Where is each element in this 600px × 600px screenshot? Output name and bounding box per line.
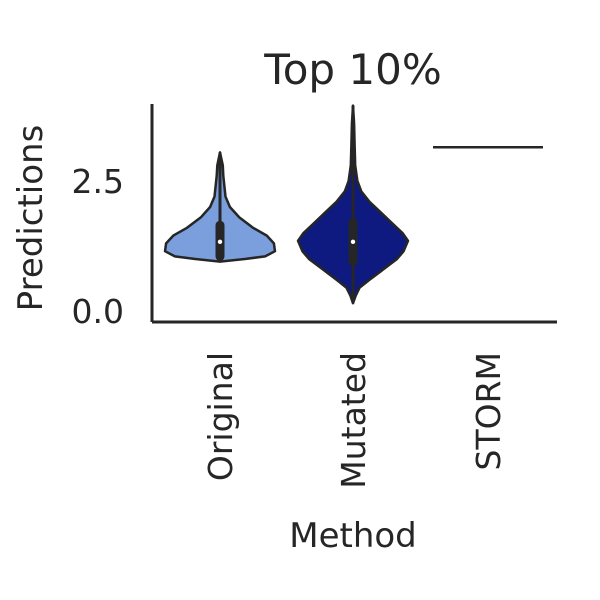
x-ticks: Original Mutated STORM (201, 352, 508, 489)
y-ticks: 0.0 2.5 (72, 162, 124, 331)
y-tick-label: 0.0 (72, 292, 124, 331)
plot-area (163, 104, 543, 305)
x-tick-label: Mutated (334, 352, 373, 489)
chart-title: Top 10% (263, 45, 442, 94)
x-axis-label: Method (289, 516, 417, 556)
violin-original-median (217, 239, 223, 245)
x-tick-label: Original (201, 352, 240, 481)
y-axis-label: Predictions (11, 125, 51, 312)
x-tick-label: STORM (469, 352, 508, 470)
y-tick-label: 2.5 (72, 162, 124, 201)
violin-mutated-median (350, 239, 356, 245)
